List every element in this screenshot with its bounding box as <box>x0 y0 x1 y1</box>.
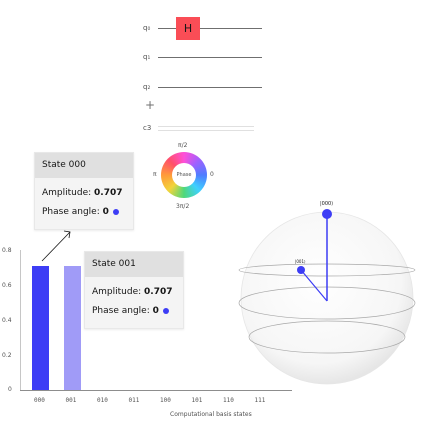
amplitude-row: Amplitude: 0.707 <box>85 283 183 302</box>
amplitude-row: Amplitude: 0.707 <box>35 184 133 203</box>
latitude-ring-bottom <box>248 320 406 354</box>
qubit-wire-q0[interactable] <box>158 28 262 29</box>
x-tick-label: 110 <box>223 397 234 404</box>
bar-000[interactable] <box>32 266 49 390</box>
classical-wire[interactable] <box>158 126 254 131</box>
phase-label: Phase angle: <box>92 306 153 316</box>
phase-wheel-center-label: Phase <box>176 172 192 178</box>
state-001-label: |001⟩ <box>295 259 306 264</box>
x-tick-label: 011 <box>128 397 140 404</box>
y-tick-label: 0.2 <box>2 352 12 359</box>
phase-wheel-label-right: 0 <box>210 171 214 178</box>
amplitude-label: Amplitude: <box>42 188 95 198</box>
qubit-label-q1: q₁ <box>143 53 151 61</box>
x-tick-label: 000 <box>34 397 45 404</box>
x-axis-title: Computational basis states <box>170 411 252 418</box>
classical-register-label: c3 <box>143 124 152 132</box>
phase-wheel-label-top: π/2 <box>178 142 188 149</box>
amplitude-label: Amplitude: <box>92 287 145 297</box>
hadamard-gate[interactable]: H <box>176 17 200 40</box>
y-tick-label: 0.8 <box>2 247 12 254</box>
amplitude-value: 0.707 <box>144 287 173 297</box>
bar-001[interactable] <box>63 266 81 390</box>
phase-color-dot <box>112 208 119 215</box>
phase-wheel-label-bottom: 3π/2 <box>176 203 190 210</box>
state-001-vector <box>300 269 328 302</box>
x-tick-label: 010 <box>97 397 108 404</box>
y-tick-label: 0.4 <box>2 317 12 324</box>
x-tick-label: 101 <box>191 397 203 404</box>
x-tick-label: 100 <box>160 397 171 404</box>
phase-value: 0 <box>102 207 109 217</box>
state-000-point[interactable] <box>322 209 332 219</box>
phase-color-dot <box>162 307 169 314</box>
amplitude-value: 0.707 <box>94 188 123 198</box>
y-tick-label: 0 <box>8 386 12 393</box>
add-qubit-button[interactable]: + <box>145 98 156 112</box>
qubit-label-q0: q₀ <box>143 24 151 32</box>
qubit-wire-q2[interactable] <box>158 87 262 88</box>
state-001-point[interactable] <box>297 266 305 274</box>
tooltip-pointer-line <box>41 230 71 262</box>
state-000-tooltip: State 000 Amplitude: 0.707 Phase angle: … <box>34 152 134 230</box>
tooltip-title: State 001 <box>85 252 183 277</box>
x-tick-label: 111 <box>254 397 266 404</box>
state-001-tooltip: State 001 Amplitude: 0.707 Phase angle: … <box>84 251 184 329</box>
y-tick-label: 0.6 <box>2 282 12 289</box>
phase-row: Phase angle: 0 <box>85 302 183 321</box>
q-sphere[interactable]: |000⟩ |001⟩ <box>236 196 420 386</box>
phase-wheel-center: Phase <box>172 163 196 187</box>
x-tick-label: 001 <box>65 397 77 404</box>
phase-label: Phase angle: <box>42 207 103 217</box>
qubit-wire-q1[interactable] <box>158 57 262 58</box>
tooltip-title: State 000 <box>35 153 133 178</box>
phase-value: 0 <box>152 306 159 316</box>
state-000-label: |000⟩ <box>320 201 333 207</box>
phase-wheel-ring: Phase <box>161 152 207 198</box>
x-axis-line <box>20 390 292 391</box>
phase-row: Phase angle: 0 <box>35 203 133 222</box>
hadamard-gate-label: H <box>183 22 193 35</box>
phase-wheel-label-left: π <box>153 171 157 178</box>
y-axis-line <box>20 250 21 390</box>
qubit-label-q2: q₂ <box>143 83 151 91</box>
